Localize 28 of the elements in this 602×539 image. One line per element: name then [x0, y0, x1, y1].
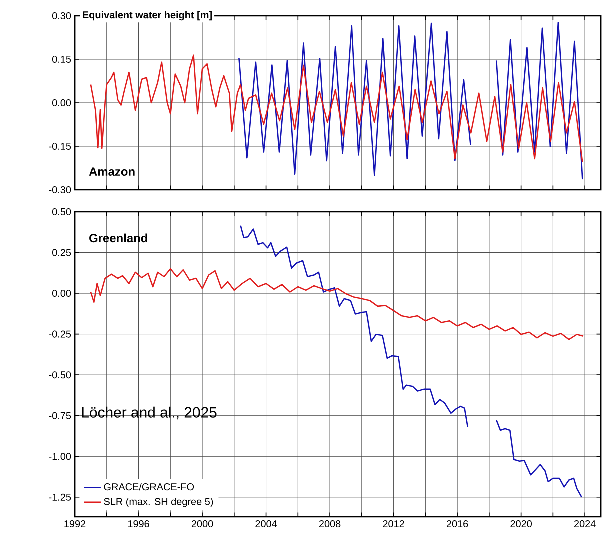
y-tick-label: 0.50 — [52, 208, 72, 216]
x-tick-label: 2008 — [319, 520, 341, 528]
x-tick-label: 2012 — [383, 520, 404, 528]
x-tick-label: 1992 — [64, 520, 86, 528]
y-tick-label: -0.25 — [49, 330, 72, 338]
y-tick-label: -1.00 — [49, 453, 72, 460]
y-tick-label: 0.15 — [52, 56, 72, 64]
y-tick-label: -0.75 — [49, 412, 72, 420]
y-tick-label: 0.30 — [52, 12, 72, 20]
y-tick-label: 0.00 — [52, 99, 72, 107]
line-series — [90, 54, 584, 164]
x-tick-label: 2000 — [192, 520, 214, 528]
text: Amazon — [89, 168, 135, 176]
y-tick-label: 0.00 — [52, 290, 72, 298]
line-series — [90, 268, 584, 340]
x-tick-label: 1996 — [128, 520, 150, 528]
y-tick-label: -0.50 — [49, 372, 72, 379]
y-tick-label: -1.25 — [49, 494, 72, 501]
x-tick-label: 2016 — [446, 520, 468, 528]
y-tick-label: -0.30 — [49, 186, 72, 194]
legend-label: SLR (max. SH degree 5) — [104, 498, 214, 508]
legend-label: GRACE/GRACE-FO — [104, 483, 194, 491]
x-tick-label: 2004 — [256, 520, 278, 528]
y-tick-label: 0.25 — [52, 249, 72, 256]
x-tick-label: 2020 — [510, 520, 532, 528]
y-axis-title: Equivalent water height [m] — [83, 11, 212, 21]
x-tick-label: 2024 — [574, 520, 596, 528]
y-tick-label: -0.15 — [49, 142, 72, 150]
